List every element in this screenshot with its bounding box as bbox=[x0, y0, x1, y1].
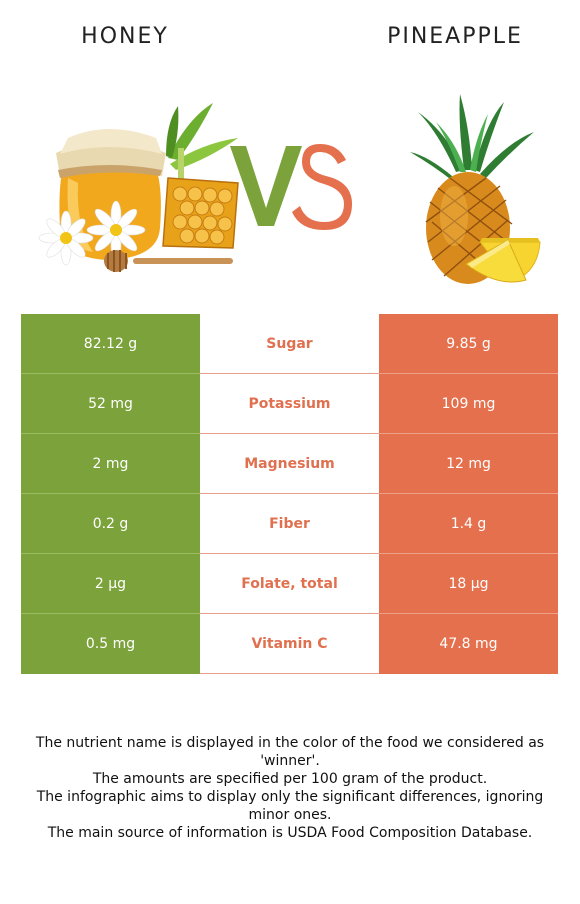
left-value: 2 mg bbox=[21, 434, 200, 494]
table-row: 0.5 mg Vitamin C 47.8 mg bbox=[21, 614, 558, 674]
right-value: 18 µg bbox=[379, 554, 558, 614]
nutrient-name: Potassium bbox=[200, 374, 379, 434]
footnote: The infographic aims to display only the… bbox=[36, 789, 544, 823]
footnote: The main source of information is USDA F… bbox=[47, 825, 533, 841]
left-value: 0.2 g bbox=[21, 494, 200, 554]
footnotes: The nutrient name is displayed in the co… bbox=[20, 734, 560, 842]
right-value: 109 mg bbox=[379, 374, 558, 434]
table-row: 2 µg Folate, total 18 µg bbox=[21, 554, 558, 614]
left-value: 0.5 mg bbox=[21, 614, 200, 674]
right-value: 12 mg bbox=[379, 434, 558, 494]
footnote: The nutrient name is displayed in the co… bbox=[35, 735, 545, 769]
footnote: The amounts are specified per 100 gram o… bbox=[92, 771, 488, 787]
honey-jar-icon bbox=[38, 103, 239, 272]
right-food-title: PINEAPPLE bbox=[387, 24, 523, 49]
pineapple-icon bbox=[410, 94, 541, 284]
nutrient-name: Vitamin C bbox=[200, 614, 379, 674]
nutrient-name: Magnesium bbox=[200, 434, 379, 494]
right-value: 47.8 mg bbox=[379, 614, 558, 674]
table-row: 82.12 g Sugar 9.85 g bbox=[21, 314, 558, 374]
table-row: 2 mg Magnesium 12 mg bbox=[21, 434, 558, 494]
left-food-title: HONEY bbox=[81, 24, 169, 49]
vs-label bbox=[230, 144, 352, 230]
left-value: 82.12 g bbox=[21, 314, 200, 374]
nutrient-name: Fiber bbox=[200, 494, 379, 554]
left-value: 52 mg bbox=[21, 374, 200, 434]
nutrient-name: Sugar bbox=[200, 314, 379, 374]
nutrient-name: Folate, total bbox=[200, 554, 379, 614]
nutrient-comparison-table: 82.12 g Sugar 9.85 g 52 mg Potassium 109… bbox=[21, 314, 558, 674]
table-row: 0.2 g Fiber 1.4 g bbox=[21, 494, 558, 554]
right-value: 9.85 g bbox=[379, 314, 558, 374]
right-value: 1.4 g bbox=[379, 494, 558, 554]
left-value: 2 µg bbox=[21, 554, 200, 614]
table-row: 52 mg Potassium 109 mg bbox=[21, 374, 558, 434]
